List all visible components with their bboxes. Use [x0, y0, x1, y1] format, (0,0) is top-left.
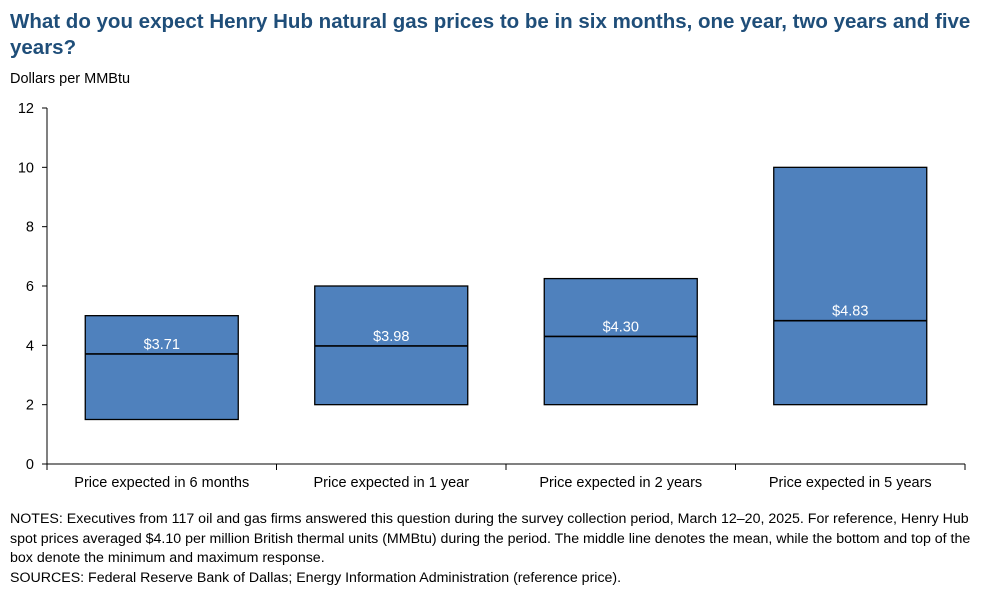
labels: $3.71 Price expected in 6 months $3.98 Pric…: [74, 304, 931, 491]
y-axis-unit-label: Dollars per MMBtu: [10, 71, 131, 87]
boxes: [84, 166, 928, 421]
mean-value-label: $4.83: [832, 304, 868, 320]
notes-section: NOTES: Executives from 117 oil and gas f…: [10, 510, 988, 588]
y-tick-label: 6: [26, 279, 34, 295]
y-tick-label: 4: [26, 338, 34, 354]
range-box: [773, 166, 928, 406]
box-chart: 0 2 4 6 8 10 12 $3.71 Price expected in 6 month…: [18, 101, 966, 491]
x-category-label: Price expected in 1 year: [313, 475, 469, 491]
x-category-label: Price expected in 6 months: [74, 475, 249, 491]
mean-value-label: $4.30: [603, 319, 639, 335]
y-tick-label: 12: [18, 101, 34, 117]
y-tick-label: 2: [26, 398, 34, 414]
x-category-label: Price expected in 2 years: [539, 475, 702, 491]
y-tick-label: 10: [18, 160, 34, 176]
x-category-label: Price expected in 5 years: [769, 475, 932, 491]
range-box: [84, 315, 239, 421]
mean-value-label: $3.71: [144, 337, 180, 353]
y-tick-label: 0: [26, 457, 34, 473]
notes-text: NOTES: Executives from 117 oil and gas f…: [10, 511, 971, 566]
chart-title: What do you expect Henry Hub natural gas…: [10, 10, 971, 59]
axes: 0 2 4 6 8 10 12: [18, 101, 966, 473]
y-tick-label: 8: [26, 220, 34, 236]
sources-text: SOURCES: Federal Reserve Bank of Dallas;…: [10, 569, 622, 586]
mean-value-label: $3.98: [373, 329, 409, 345]
range-box: [543, 277, 698, 406]
